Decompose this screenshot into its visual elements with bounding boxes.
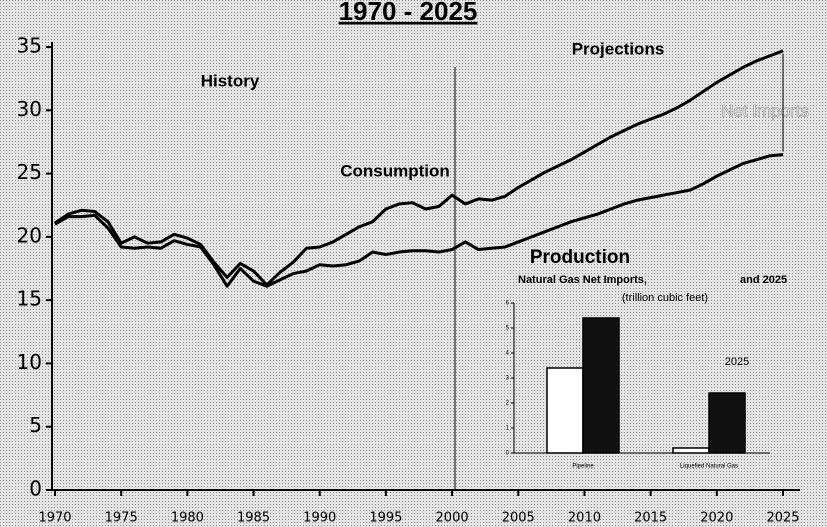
inset-y-tick-label: 0: [506, 451, 510, 457]
x-tick-label: 1970: [38, 511, 71, 526]
inset-category-label: Liquefied Natural Gas: [680, 464, 738, 470]
inset-y-tick-label: 1: [506, 426, 510, 432]
x-tick-label: 1975: [105, 511, 138, 526]
inset-title: Natural Gas Net Imports,: [518, 274, 647, 286]
inset-series-label: 2025: [725, 356, 749, 368]
x-tick-label: 1995: [369, 511, 402, 526]
chart-title: 1970 - 2025: [339, 0, 478, 26]
x-tick-label: 2000: [436, 511, 469, 526]
x-tick-label: 2005: [502, 511, 535, 526]
inset-y-tick-label: 5: [506, 326, 510, 332]
inset-bar: [672, 447, 710, 454]
inset-y-tick-label: 3: [506, 376, 510, 382]
y-tick-label: 35: [17, 34, 42, 58]
y-tick-label: 25: [17, 160, 42, 184]
y-tick-label: 0: [29, 477, 42, 501]
inset-y-tick-label: 4: [506, 351, 510, 357]
y-tick-label: 30: [17, 97, 42, 121]
x-tick-label: 2015: [634, 511, 667, 526]
y-tick-label: 5: [29, 413, 42, 437]
inset-y-tick-label: 6: [506, 301, 510, 307]
inset-y-tick-label: 2: [506, 401, 510, 407]
inset-category-label: Pipeline: [572, 464, 594, 470]
inset-bar: [582, 317, 620, 454]
x-tick-label: 2010: [568, 511, 601, 526]
inset-title: and 2025: [740, 274, 787, 286]
x-tick-label: 1990: [303, 511, 336, 526]
annotation: Production: [530, 247, 630, 268]
annotation: History: [201, 71, 260, 90]
inset-bar: [546, 367, 584, 454]
x-tick-label: 1980: [171, 511, 204, 526]
y-tick-label: 10: [17, 350, 42, 374]
y-tick-label: 20: [17, 223, 42, 247]
annotation: Net Imports: [721, 101, 809, 120]
line-series: [54, 153, 784, 288]
inset-bar: [708, 392, 746, 454]
x-tick-label: 2025: [766, 511, 799, 526]
x-tick-label: 2020: [700, 511, 733, 526]
x-tick-label: 1985: [237, 511, 270, 526]
y-tick-label: 15: [17, 287, 42, 311]
annotation: Consumption: [340, 161, 450, 180]
inset-subtitle: (trillion cubic feet): [622, 292, 708, 304]
annotation: Projections: [572, 39, 665, 58]
line-series: [54, 49, 784, 287]
